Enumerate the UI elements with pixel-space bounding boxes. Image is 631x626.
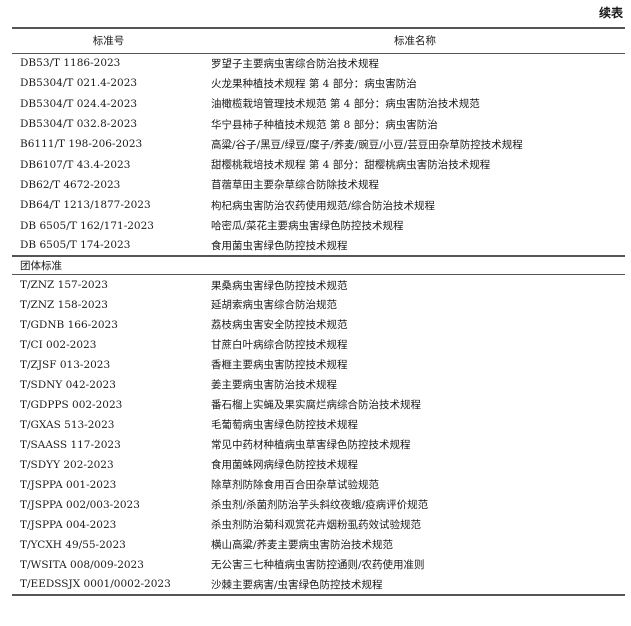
table-row: DB62/T 4672-2023 苜蓿草田主要杂草综合防除技术规程 (12, 175, 625, 195)
table-row: DB53/T 1186-2023 罗望子主要病虫害综合防治技术规程 (12, 53, 625, 73)
standard-name: 华宁县柿子种植技术规范 第 8 部分：病虫害防治 (211, 118, 438, 131)
standard-code: DB53/T 1186-2023 (20, 57, 121, 70)
standard-code: DB5304/T 024.4-2023 (20, 97, 138, 110)
standard-name: 食用菌虫害绿色防控技术规程 (211, 239, 348, 252)
standard-name: 枸杞病虫害防治农药使用规范/综合防治技术规程 (211, 199, 436, 212)
table-row: T/SDYY 202-2023 食用菌蛛网病绿色防控技术规程 (12, 455, 625, 475)
table-row: T/GDNB 166-2023 荔枝病虫害安全防控技术规范 (12, 315, 625, 335)
standard-code: T/SDYY 202-2023 (20, 458, 114, 471)
table-row: T/GDPPS 002-2023 番石榴上实蝇及果实腐烂病综合防治技术规程 (12, 395, 625, 415)
standard-code: T/SAASS 117-2023 (20, 438, 121, 451)
table-row: T/EEDSSJX 0001/0002-2023 沙棘主要病害/虫害绿色防控技术规… (12, 575, 625, 595)
table-row: T/JSPPA 001-2023 除草剂防除食用百合田杂草试验规范 (12, 475, 625, 495)
table-row: DB5304/T 021.4-2023 火龙果种植技术规程 第 4 部分：病虫害防… (12, 73, 625, 93)
table-row: T/ZNZ 157-2023 果桑病虫害绿色防控技术规范 (12, 275, 625, 295)
table-row: DB6107/T 43.4-2023 甜樱桃栽培技术规程 第 4 部分：甜樱桃病虫… (12, 154, 625, 174)
standard-name: 毛葡萄病虫害绿色防控技术规程 (211, 419, 358, 432)
standard-code: DB 6505/T 162/171-2023 (20, 219, 154, 232)
standard-name: 果桑病虫害绿色防控技术规范 (211, 279, 348, 292)
standard-code: T/WSITA 008/009-2023 (20, 558, 144, 571)
standard-name: 沙棘主要病害/虫害绿色防控技术规程 (211, 578, 383, 591)
standard-name: 横山高粱/荞麦主要病虫害防治技术规范 (211, 539, 394, 552)
standard-name: 甘蔗白叶病综合防控技术规程 (211, 339, 348, 352)
standard-code: T/EEDSSJX 0001/0002-2023 (20, 578, 171, 591)
standard-name: 油橄榄栽培管理技术规范 第 4 部分：病虫害防治技术规范 (211, 98, 480, 111)
standard-name: 火龙果种植技术规程 第 4 部分：病虫害防治 (211, 77, 417, 90)
table-row: DB 6505/T 174-2023 食用菌虫害绿色防控技术规程 (12, 236, 625, 256)
table-row: B6111/T 198-206-2023 高粱/谷子/黑豆/绿豆/糜子/荞麦/豌豆… (12, 134, 625, 154)
standard-name: 哈密瓜/菜花主要病虫害绿色防控技术规程 (211, 220, 404, 233)
header-code: 标准号 (92, 35, 125, 48)
standard-code: T/GDPPS 002-2023 (20, 398, 123, 411)
table-row: T/ZNZ 158-2023 延胡索病虫害综合防治规范 (12, 295, 625, 315)
table-row: T/SAASS 117-2023 常见中药材种植病虫草害绿色防控技术规程 (12, 435, 625, 455)
standard-code: T/ZJSF 013-2023 (20, 358, 111, 371)
table-row: T/JSPPA 002/003-2023 杀虫剂/杀菌剂防治芋头斜纹夜蛾/疫病评价… (12, 495, 625, 515)
standard-code: DB6107/T 43.4-2023 (20, 158, 131, 171)
standards-table: 标准号 标准名称 DB53/T 1186-2023 罗望子主要病虫害综合防治技术规… (12, 27, 625, 596)
table-row: T/WSITA 008/009-2023 无公害三七种植病虫害防控通则/农药使用准… (12, 555, 625, 575)
standard-code: DB 6505/T 174-2023 (20, 239, 131, 252)
standard-code: T/JSPPA 001-2023 (20, 478, 117, 491)
standard-code: T/YCXH 49/55-2023 (20, 538, 126, 551)
standard-code: T/SDNY 042-2023 (20, 378, 116, 391)
header-name: 标准名称 (394, 35, 436, 48)
table-row: T/CI 002-2023 甘蔗白叶病综合防控技术规程 (12, 335, 625, 355)
table-row: T/SDNY 042-2023 姜主要病虫害防治技术规程 (12, 375, 625, 395)
standard-name: 甜樱桃栽培技术规程 第 4 部分：甜樱桃病虫害防治技术规程 (211, 159, 491, 172)
standard-name: 杀虫剂/杀菌剂防治芋头斜纹夜蛾/疫病评价规范 (211, 499, 429, 512)
table-row: DB 6505/T 162/171-2023 哈密瓜/菜花主要病虫害绿色防控技术规… (12, 215, 625, 235)
standard-code: T/ZNZ 157-2023 (20, 279, 108, 292)
table-row: T/GXAS 513-2023 毛葡萄病虫害绿色防控技术规程 (12, 415, 625, 435)
standard-name: 常见中药材种植病虫草害绿色防控技术规程 (211, 439, 411, 452)
standard-name: 荔枝病虫害安全防控技术规范 (211, 319, 348, 332)
standard-name: 食用菌蛛网病绿色防控技术规程 (211, 459, 358, 472)
standard-code: T/JSPPA 004-2023 (20, 518, 117, 531)
standard-code: T/ZNZ 158-2023 (20, 298, 108, 311)
standard-code: B6111/T 198-206-2023 (20, 138, 143, 151)
table-row: DB5304/T 024.4-2023 油橄榄栽培管理技术规范 第 4 部分：病虫… (12, 94, 625, 114)
table-row: T/YCXH 49/55-2023 横山高粱/荞麦主要病虫害防治技术规范 (12, 535, 625, 555)
standard-code: DB5304/T 032.8-2023 (20, 118, 138, 131)
table-row: T/JSPPA 004-2023 杀虫剂防治菊科观赏花卉烟粉虱药效试验规范 (12, 515, 625, 535)
standard-name: 杀虫剂防治菊科观赏花卉烟粉虱药效试验规范 (211, 519, 421, 532)
standard-code: T/CI 002-2023 (20, 338, 97, 351)
standard-code: T/GDNB 166-2023 (20, 318, 118, 331)
standard-name: 延胡索病虫害综合防治规范 (211, 299, 337, 312)
standard-code: DB5304/T 021.4-2023 (20, 77, 138, 90)
standard-name: 姜主要病虫害防治技术规程 (211, 379, 337, 392)
group-row: 团体标准 (12, 255, 625, 275)
standard-name: 香榧主要病虫害防控技术规程 (211, 359, 348, 372)
standard-name: 苜蓿草田主要杂草综合防除技术规程 (211, 179, 379, 192)
table-row: T/ZJSF 013-2023 香榧主要病虫害防控技术规程 (12, 355, 625, 375)
table-header: 标准号 标准名称 (12, 28, 625, 53)
standard-name: 除草剂防除食用百合田杂草试验规范 (211, 479, 379, 492)
standard-code: DB62/T 4672-2023 (20, 178, 121, 191)
table-row: DB64/T 1213/1877-2023 枸杞病虫害防治农药使用规范/综合防治技… (12, 195, 625, 215)
standard-code: DB64/T 1213/1877-2023 (20, 199, 151, 212)
standard-code: T/GXAS 513-2023 (20, 418, 115, 431)
standard-name: 番石榴上实蝇及果实腐烂病综合防治技术规程 (211, 399, 421, 412)
standard-name: 高粱/谷子/黑豆/绿豆/糜子/荞麦/豌豆/小豆/芸豆田杂草防控技术规程 (211, 138, 523, 151)
standard-name: 无公害三七种植病虫害防控通则/农药使用准则 (211, 559, 425, 572)
continued-label: 续表 (598, 6, 623, 20)
standard-code: T/JSPPA 002/003-2023 (20, 498, 140, 511)
table-row: DB5304/T 032.8-2023 华宁县柿子种植技术规范 第 8 部分：病虫… (12, 114, 625, 134)
standard-name: 罗望子主要病虫害综合防治技术规程 (211, 57, 379, 70)
group-label: 团体标准 (20, 260, 62, 273)
